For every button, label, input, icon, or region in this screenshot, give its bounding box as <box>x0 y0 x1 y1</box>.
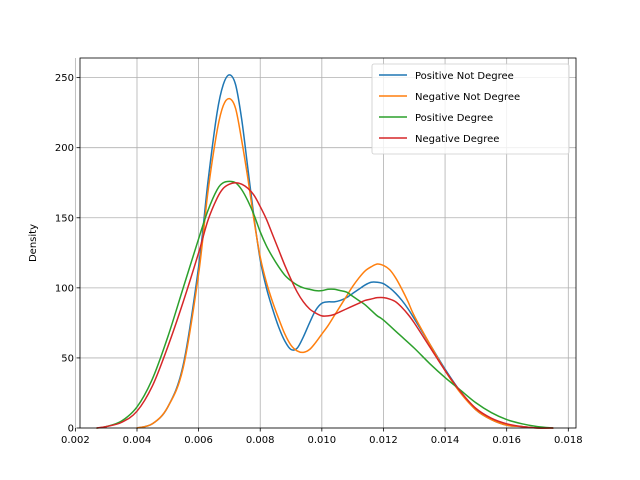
x-tick-label: 0.014 <box>431 435 460 446</box>
y-tick-label: 50 <box>61 353 74 364</box>
y-axis-title: Density <box>28 224 39 262</box>
legend-label-0: Positive Not Degree <box>415 71 514 82</box>
y-axis-ticks: 0 50 100 150 200 250 <box>55 73 80 435</box>
plot-curves <box>96 74 554 429</box>
y-tick-label: 200 <box>55 143 74 154</box>
x-tick-label: 0.006 <box>184 435 213 446</box>
x-axis-ticks: 0.002 0.004 0.006 0.008 0.010 0.012 0.014 0.016… <box>61 428 583 446</box>
x-tick-label: 0.016 <box>492 435 521 446</box>
series-line-3 <box>96 181 554 429</box>
plot-frame <box>79 57 577 429</box>
x-tick-label: 0.002 <box>61 435 90 446</box>
x-tick-label: 0.010 <box>308 435 337 446</box>
legend-label-2: Positive Degree <box>415 113 493 124</box>
x-tick-label: 0.008 <box>246 435 275 446</box>
legend-label-3: Negative Degree <box>415 134 499 145</box>
y-tick-label: 0 <box>68 424 74 435</box>
y-tick-label: 250 <box>55 73 74 84</box>
legend-label-1: Negative Not Degree <box>415 92 520 103</box>
legend-box <box>371 63 570 155</box>
y-tick-label: 150 <box>55 213 74 224</box>
x-tick-label: 0.004 <box>123 435 152 446</box>
x-tick-label: 0.018 <box>554 435 583 446</box>
y-tick-label: 100 <box>55 283 74 294</box>
series-line-2 <box>96 180 554 429</box>
series-line-1 <box>136 97 554 429</box>
legend: Positive Not Degree Negative Not Degree Po… <box>371 63 570 155</box>
x-tick-label: 0.012 <box>369 435 398 446</box>
